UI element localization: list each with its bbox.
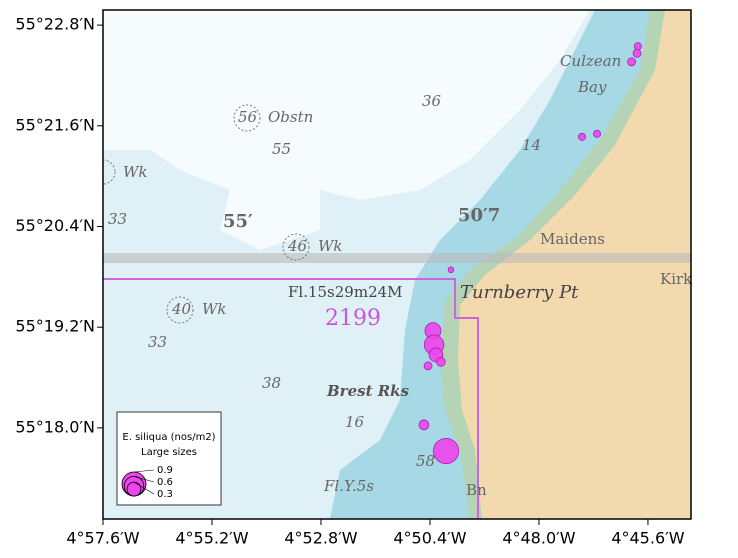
legend-leader [133,481,155,495]
map-label: Bn [466,481,487,499]
map-label: 58 [416,452,435,470]
legend-subtitle: Large sizes [141,447,197,458]
map-label: Turnberry Pt [460,282,579,303]
legend-bubble [121,471,147,497]
map-label: 55′ [223,211,253,232]
map-label: 38 [262,374,281,392]
map-label: 2199 [325,306,381,331]
density-bubble [593,129,601,138]
density-bubble [436,357,446,367]
density-bubble [423,361,433,371]
map-label: Fl.Y.5s [323,477,374,495]
legend-size-label: 0.6 [157,477,173,488]
legend-size-label: 0.3 [157,489,173,500]
map-label: 50′7 [458,205,500,226]
x-tick-label: 4°55.2′W [175,529,248,548]
density-bubble [418,419,430,431]
map-label: Culzean [560,52,621,70]
map-label: Brest Rks [326,382,410,400]
y-tick-label: 55°20.4′N [15,216,95,235]
map-label: 40 [171,300,192,318]
density-bubble [432,437,460,465]
x-tick-label: 4°57.6′W [66,529,139,548]
density-bubble [627,57,637,67]
legend-title: E. siliqua (nos/m2) [122,432,215,443]
legend: E. siliqua (nos/m2) Large sizes 0.90.60.… [116,411,222,506]
map-label: Fl.15s29m24M [288,283,403,301]
map-labels: Culzean Bay 56 Obstn 36 55 Wk 33 55′ 46 … [108,52,693,499]
map-label: Wk [123,163,148,181]
density-bubble [632,48,642,58]
legend-leader [133,476,155,483]
map-background [103,10,691,519]
density-bubble [578,132,586,141]
density-bubble [633,42,642,51]
map-label: Wk [202,300,227,318]
y-tick-label: 55°18.0′N [15,417,95,436]
map-label: Maidens [540,230,605,248]
map-label: Wk [318,237,343,255]
x-tick-label: 4°48.0′W [502,529,575,548]
legend-leader [133,469,155,473]
map-label: 55 [272,140,291,158]
x-tick-label: 4°45.6′W [611,529,684,548]
y-tick-label: 55°21.6′N [15,115,95,134]
map-label: 16 [345,413,365,431]
map-label: 36 [422,92,442,110]
map-label: 56 [238,108,258,126]
y-tick-label: 55°19.2′N [15,317,95,336]
map-label: Obstn [268,108,313,126]
map-label: Bay [577,78,607,96]
map-frame [102,9,692,520]
y-tick-label: 55°22.8′N [15,15,95,34]
map-label: 14 [522,136,541,154]
x-tick-label: 4°52.8′W [284,529,357,548]
map-label: 33 [148,333,167,351]
map-label: 46 [287,237,308,255]
x-tick-label: 4°50.4′W [393,529,466,548]
map-label: 33 [108,210,127,228]
legend-size-label: 0.9 [157,465,173,476]
map-label: Kirk [660,270,693,288]
density-bubble [447,266,455,274]
